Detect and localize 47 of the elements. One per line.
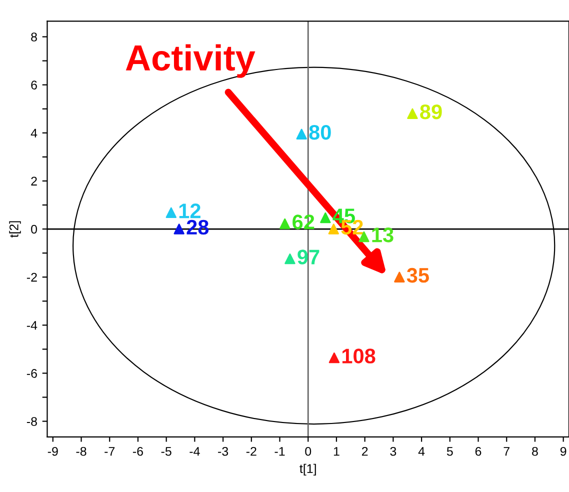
point [166,207,176,218]
y-tick-label: -4 [26,321,38,330]
series-label: 108 [342,348,376,364]
x-tick-label: 2 [362,446,368,456]
series-label: 80 [309,124,331,140]
x-tick-label: -3 [218,446,228,456]
x-tick-label: -1 [274,447,285,456]
series-label: 89 [420,104,442,120]
y-tick-label: -6 [26,369,37,378]
y-tick-label: 4 [30,128,38,138]
y-axis-title: t[2] [9,221,21,238]
series-label: 13 [372,228,394,242]
x-tick-label: 8 [532,446,538,456]
x-tick-label: -7 [104,447,115,456]
x-tick-label: 6 [475,446,482,456]
y-tick-label: 0 [31,224,38,234]
point [328,352,340,364]
x-tick-label: -2 [246,446,256,456]
x-tick-label: 1 [334,447,340,456]
series-label: 35 [406,268,429,283]
point [394,272,405,282]
x-tick-label: -5 [161,447,172,456]
point [174,224,184,234]
y-tick-label: 2 [31,176,37,186]
x-tick-label: 7 [504,447,510,456]
x-tick-label: 5 [446,447,453,456]
point [284,253,296,264]
series-label: 12 [179,204,200,218]
y-tick-label: -8 [26,417,37,426]
x-tick-label: 3 [390,446,396,456]
x-tick-label: -8 [76,446,86,456]
x-tick-label: -9 [48,446,58,456]
x-tick-label: -6 [132,446,143,456]
point [296,128,307,140]
y-tick-label: 8 [31,32,37,42]
y-tick-label: -2 [26,272,37,282]
x-axis-title: t[1] [300,464,316,476]
x-tick-label: 9 [560,446,566,456]
point [407,108,418,120]
point [280,218,290,230]
x-tick-label: 0 [305,446,312,456]
x-tick-label: -4 [190,447,200,456]
y-tick-label: 6 [31,80,37,90]
annotation: Activity [126,44,256,78]
point [328,224,339,234]
point [320,212,331,224]
x-tick-label: 4 [418,447,425,456]
